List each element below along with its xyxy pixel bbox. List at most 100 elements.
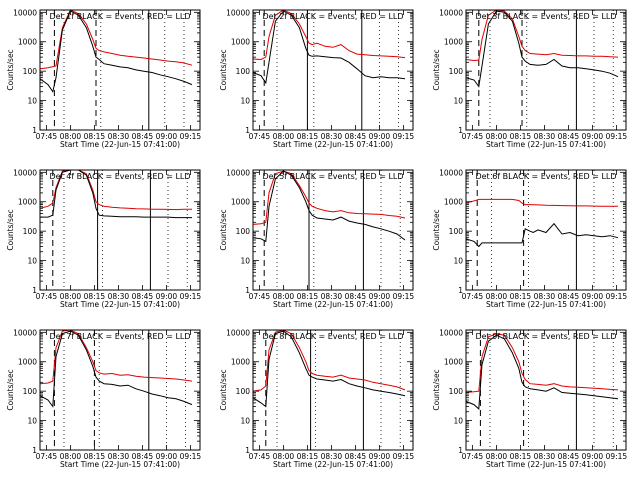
x-tick-label: 08:45	[132, 292, 154, 301]
x-tick-label: 09:00	[369, 292, 391, 301]
y-tick-label: 10000	[226, 168, 250, 177]
y-tick-label: 1000	[18, 198, 37, 207]
x-tick-label: 08:45	[345, 292, 367, 301]
x-tick-label: 08:30	[321, 292, 343, 301]
x-tick-label: 08:15	[297, 132, 319, 141]
panel-title: Det 9f BLACK = Events, RED = LLD	[475, 332, 616, 341]
x-tick-label: 09:00	[156, 132, 178, 141]
x-tick-label: 09:00	[156, 452, 178, 461]
x-tick-label: 09:15	[180, 292, 202, 301]
y-axis-label: Counts/sec	[6, 49, 15, 90]
x-tick-label: 08:45	[558, 452, 580, 461]
plot-frame	[465, 169, 627, 291]
series-line-lld	[40, 330, 193, 385]
x-tick-label: 09:00	[369, 132, 391, 141]
x-tick-label: 09:00	[369, 452, 391, 461]
y-tick-label: 10	[240, 97, 250, 106]
y-tick-label: 1	[458, 286, 463, 295]
plot-frame	[252, 169, 414, 291]
panel-title: Det 4f BLACK = Events, RED = LLD	[49, 172, 190, 181]
y-tick-label: 10000	[226, 8, 250, 17]
x-axis-label: Start Time (22-Jun-15 07:41:00)	[486, 460, 606, 469]
y-tick-label: 1000	[18, 38, 37, 47]
panel-title: Det 3f BLACK = Events, RED = LLD	[475, 12, 616, 21]
series-line-lld	[253, 170, 406, 225]
x-tick-label: 08:00	[273, 292, 295, 301]
y-tick-label: 100	[23, 67, 38, 76]
x-tick-label: 08:30	[534, 292, 556, 301]
panel-title: Det 6f BLACK = Events, RED = LLD	[475, 172, 616, 181]
panel-title: Det 2f BLACK = Events, RED = LLD	[262, 12, 403, 21]
x-axis-label: Start Time (22-Jun-15 07:41:00)	[486, 140, 606, 149]
y-tick-label: 1000	[231, 38, 250, 47]
x-tick-label: 08:00	[273, 452, 295, 461]
x-tick-label: 09:15	[606, 452, 628, 461]
x-tick-label: 08:15	[510, 292, 532, 301]
x-axis-label: Start Time (22-Jun-15 07:41:00)	[273, 460, 393, 469]
y-axis-label: Counts/sec	[219, 209, 228, 250]
y-tick-label: 1	[458, 446, 463, 455]
y-tick-label: 100	[449, 387, 464, 396]
x-tick-label: 08:45	[558, 292, 580, 301]
series-line-events	[466, 334, 619, 410]
x-tick-label: 08:45	[345, 452, 367, 461]
y-tick-label: 100	[449, 67, 464, 76]
panel-title: Det 7f BLACK = Events, RED = LLD	[49, 332, 190, 341]
y-tick-label: 10000	[439, 328, 463, 337]
y-tick-label: 1000	[231, 358, 250, 367]
x-tick-label: 07:45	[462, 452, 484, 461]
series-line-events	[253, 10, 406, 85]
x-tick-label: 08:15	[510, 132, 532, 141]
y-tick-label: 1	[32, 286, 37, 295]
y-tick-label: 1000	[444, 38, 463, 47]
x-tick-label: 08:30	[321, 452, 343, 461]
y-tick-label: 100	[23, 227, 38, 236]
y-tick-label: 10	[453, 417, 463, 426]
x-tick-label: 08:00	[486, 292, 508, 301]
x-axis-label: Start Time (22-Jun-15 07:41:00)	[486, 300, 606, 309]
series-line-events	[40, 330, 193, 408]
x-tick-label: 08:45	[132, 132, 154, 141]
y-tick-label: 10000	[226, 328, 250, 337]
x-tick-label: 07:45	[36, 132, 58, 141]
y-axis-label: Counts/sec	[6, 369, 15, 410]
panel-5: 1 10 100 1000 10000 07:45 08:00 08:15 08:30 08:45…	[219, 168, 414, 309]
x-tick-label: 08:30	[534, 452, 556, 461]
y-tick-label: 1000	[231, 198, 250, 207]
x-tick-label: 09:00	[582, 132, 604, 141]
x-tick-label: 07:45	[462, 132, 484, 141]
y-tick-label: 10000	[439, 168, 463, 177]
plot-frame	[465, 9, 627, 131]
y-tick-label: 10	[27, 417, 37, 426]
x-tick-label: 08:00	[273, 132, 295, 141]
y-tick-label: 100	[23, 387, 38, 396]
series-line-lld	[466, 333, 619, 393]
x-tick-label: 09:15	[606, 292, 628, 301]
x-tick-label: 08:45	[132, 452, 154, 461]
y-tick-label: 1	[245, 126, 250, 135]
series-line-lld	[253, 330, 406, 392]
y-tick-label: 10	[240, 417, 250, 426]
series-line-events	[253, 330, 406, 408]
x-axis-label: Start Time (22-Jun-15 07:41:00)	[273, 300, 393, 309]
y-axis-label: Counts/sec	[219, 369, 228, 410]
y-tick-label: 1	[245, 446, 250, 455]
x-tick-label: 08:30	[321, 132, 343, 141]
y-tick-label: 1	[458, 126, 463, 135]
x-tick-label: 07:45	[36, 452, 58, 461]
y-tick-label: 10	[453, 97, 463, 106]
y-tick-label: 100	[449, 227, 464, 236]
x-tick-label: 08:00	[486, 132, 508, 141]
plot-frame	[465, 329, 627, 451]
x-tick-label: 08:15	[297, 452, 319, 461]
x-tick-label: 08:15	[84, 292, 106, 301]
series-line-events	[466, 10, 619, 88]
x-tick-label: 08:45	[558, 132, 580, 141]
x-tick-label: 08:00	[486, 452, 508, 461]
x-tick-label: 09:15	[180, 452, 202, 461]
x-tick-label: 08:00	[60, 132, 82, 141]
panel-9: 1 10 100 1000 10000 07:45 08:00 08:15 08:30 08:45…	[432, 328, 627, 469]
x-tick-label: 07:45	[249, 292, 271, 301]
panel-4: 1 10 100 1000 10000 07:45 08:00 08:15 08:30 08:45…	[6, 168, 201, 309]
y-tick-label: 10	[453, 257, 463, 266]
